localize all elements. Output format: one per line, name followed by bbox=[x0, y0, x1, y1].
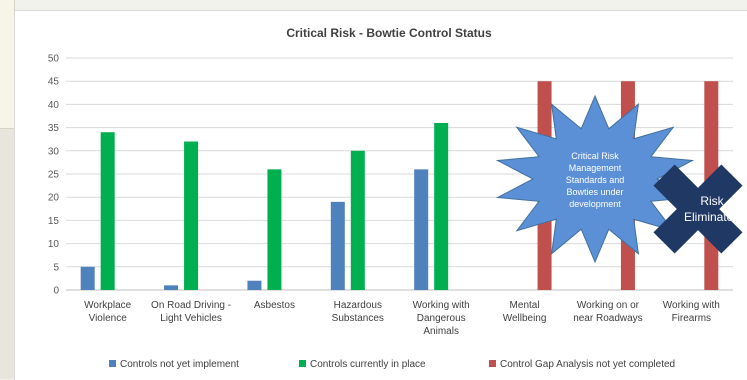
x-tick-label: Working with bbox=[663, 300, 720, 311]
annotations: Critical Risk Management Standards and Bowt… bbox=[495, 94, 743, 264]
cross-callout bbox=[653, 164, 743, 254]
left-side-panel bbox=[0, 0, 15, 379]
left-side-panel-inset bbox=[0, 0, 15, 129]
x-tick-label: Animals bbox=[423, 326, 459, 337]
x-tick-label: Dangerous bbox=[417, 313, 466, 324]
legend-swatch bbox=[109, 360, 116, 367]
x-tick-label: Light Vehicles bbox=[160, 313, 222, 324]
bar bbox=[330, 201, 345, 290]
bar bbox=[184, 141, 199, 290]
legend-label: Controls currently in place bbox=[310, 359, 426, 370]
chart-frame: Critical Risk - Bowtie Control Status 0 5… bbox=[14, 10, 747, 380]
x-tick-label: Mental bbox=[510, 300, 540, 311]
x-tick-label: Asbestos bbox=[254, 300, 295, 311]
x-axis-labels: Workplace Violence On Road Driving - Light … bbox=[84, 300, 720, 337]
y-tick-label: 25 bbox=[48, 170, 60, 181]
legend-label: Control Gap Analysis not yet completed bbox=[500, 359, 675, 370]
y-tick-label: 45 bbox=[48, 77, 60, 88]
bar bbox=[100, 132, 115, 290]
bar bbox=[247, 280, 262, 290]
legend-swatch bbox=[489, 360, 496, 367]
x-tick-label: Working with bbox=[413, 300, 470, 311]
x-tick-label: Workplace bbox=[84, 300, 131, 311]
starburst-callout-text: Bowties under bbox=[566, 187, 623, 197]
starburst-callout bbox=[495, 94, 695, 264]
y-tick-label: 15 bbox=[48, 216, 60, 227]
y-tick-label: 50 bbox=[48, 54, 60, 65]
y-tick-label: 30 bbox=[48, 146, 60, 157]
y-axis-ticks: 0 5 10 15 20 25 30 35 40 45 50 bbox=[48, 54, 60, 297]
x-tick-label: Firearms bbox=[672, 313, 711, 324]
y-tick-label: 10 bbox=[48, 239, 60, 250]
starburst-callout-text: Standards and bbox=[566, 175, 625, 185]
bar bbox=[434, 122, 449, 291]
cross-arm bbox=[653, 164, 743, 254]
bar bbox=[164, 285, 179, 290]
y-tick-label: 5 bbox=[53, 262, 59, 273]
cross-callout-text: Risk bbox=[700, 194, 724, 208]
y-tick-label: 20 bbox=[48, 193, 60, 204]
x-tick-label: Hazardous bbox=[334, 300, 382, 311]
legend-swatch bbox=[299, 360, 306, 367]
bowtie-control-status-chart: Critical Risk - Bowtie Control Status 0 5… bbox=[48, 26, 743, 370]
x-tick-label: On Road Driving - bbox=[151, 300, 231, 311]
x-tick-label: Wellbeing bbox=[503, 313, 547, 324]
starburst-callout-text: Management bbox=[569, 163, 622, 173]
y-tick-label: 35 bbox=[48, 123, 60, 134]
x-tick-label: Substances bbox=[332, 313, 384, 324]
cross-callout-text: Eliminated bbox=[684, 210, 740, 224]
starburst-callout-text: Critical Risk bbox=[571, 151, 619, 161]
bars bbox=[80, 81, 719, 291]
x-tick-label: near Roadways bbox=[573, 313, 642, 324]
legend-label: Controls not yet implement bbox=[120, 359, 239, 370]
starburst-callout-text: development bbox=[569, 199, 621, 209]
bar bbox=[414, 169, 429, 290]
x-tick-label: Violence bbox=[89, 313, 128, 324]
y-tick-label: 0 bbox=[53, 286, 59, 297]
y-tick-label: 40 bbox=[48, 100, 60, 111]
x-tick-label: Working on or bbox=[577, 300, 640, 311]
bar bbox=[267, 169, 282, 290]
bar bbox=[80, 266, 95, 290]
bar bbox=[350, 150, 365, 290]
chart-title: Critical Risk - Bowtie Control Status bbox=[286, 26, 492, 40]
legend: Controls not yet implement Controls curre… bbox=[109, 359, 675, 370]
